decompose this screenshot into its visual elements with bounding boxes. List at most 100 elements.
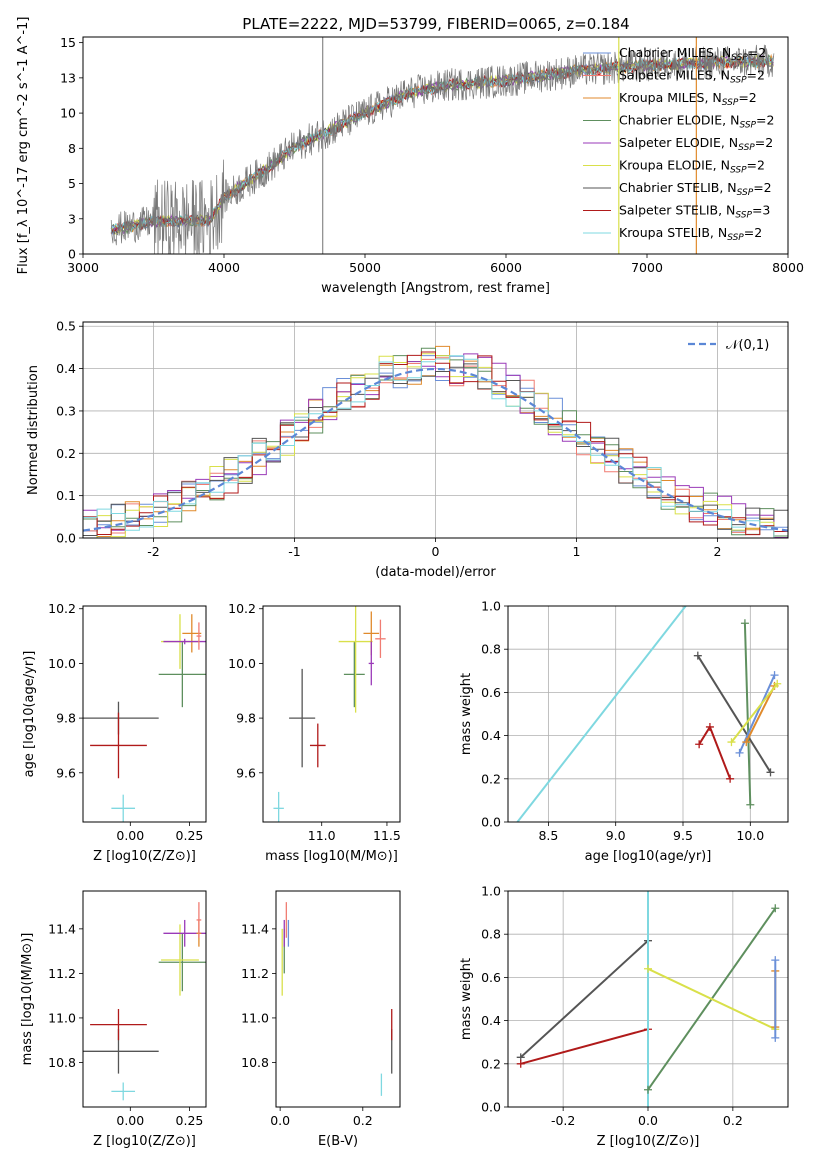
x-tick-label: 4000 xyxy=(208,260,240,275)
y-tick-label: 11.0 xyxy=(48,1010,76,1025)
x-axis-label: age [log10(age/yr)] xyxy=(585,849,712,864)
y-tick-label: 11.0 xyxy=(241,1010,269,1025)
chart-residuals: -2 -1 0 1 2 0.0 0.1 0.2 0.3 0.4 0.5 (data-model)/er… xyxy=(26,319,789,580)
y-tick-label: 0.0 xyxy=(481,1100,501,1115)
y-tick-label: 1.0 xyxy=(481,884,501,899)
series-line xyxy=(738,674,776,754)
axes-massweight_vs_age: 8.5 9.0 9.5 10.0 0.0 0.2 0.4 0.6 0.8 1.0 xyxy=(481,599,788,843)
legend-subscript: SSP xyxy=(727,233,744,243)
series-marker xyxy=(766,768,775,777)
errorbar-point xyxy=(90,1009,147,1041)
y-tick-label: 1.0 xyxy=(481,599,501,614)
legend-subscript: SSP xyxy=(739,121,756,131)
y-axis-label: mass [log10(M/M⊙)] xyxy=(20,933,35,1066)
y-tick-label: 11.2 xyxy=(48,966,76,981)
series-line xyxy=(647,967,776,1031)
axes-frame-mass_vs_Z xyxy=(82,890,207,1108)
y-tick-label: 0.8 xyxy=(481,642,501,657)
series-marker xyxy=(644,1085,652,1094)
legend-value: =2 xyxy=(748,45,766,60)
axes-frame-spectrum xyxy=(82,36,789,255)
x-tick-label: 3000 xyxy=(67,260,99,275)
legend-label: Chabrier MILES, NSSP=2 xyxy=(619,45,766,63)
errorbar-point xyxy=(163,638,206,645)
x-tick-label: 1 xyxy=(573,544,581,559)
y-tick-label: 0.2 xyxy=(481,771,501,786)
legend-value: =2 xyxy=(753,180,771,195)
y-axis-label: mass weight xyxy=(459,958,474,1040)
axes-frame-massweight_vs_Z xyxy=(507,890,789,1108)
x-tick-label: 5000 xyxy=(349,260,381,275)
x-tick-label: 0.00 xyxy=(116,828,144,843)
errorbar-point xyxy=(111,1082,136,1101)
errorbar-point xyxy=(111,794,136,822)
y-axis-label: age [log10(age/yr)] xyxy=(22,651,37,778)
x-axis-label: mass [log10(M/M⊙)] xyxy=(265,849,398,864)
chart-spectrum: 3000 4000 5000 6000 7000 8000 0 3 5 8 10 13 15 wavele… xyxy=(16,17,804,296)
legend-subscript: SSP xyxy=(731,53,748,63)
series-marker xyxy=(740,619,749,628)
errorbar-point xyxy=(196,902,202,938)
errorbar-point xyxy=(182,614,202,653)
x-tick-label: 0.25 xyxy=(176,828,204,843)
x-tick-label: -0.2 xyxy=(551,1113,575,1128)
series-marker xyxy=(770,671,779,680)
y-tick-label: 11.4 xyxy=(48,921,76,936)
legend-label: Chabrier ELODIE, NSSP=2 xyxy=(619,113,774,131)
axes-residuals: -2 -1 0 1 2 0.0 0.1 0.2 0.3 0.4 0.5 xyxy=(56,319,788,559)
legend-label: Kroupa STELIB, NSSP=2 xyxy=(619,225,762,243)
series-marker xyxy=(771,1033,780,1042)
axes-frame-age_vs_mass xyxy=(262,605,401,823)
x-tick-label: 6000 xyxy=(490,260,522,275)
series-marker xyxy=(726,774,735,783)
y-tick-label: 5 xyxy=(68,176,76,191)
series-marker xyxy=(746,800,755,809)
x-tick-label: 8.5 xyxy=(538,828,558,843)
y-tick-label: 3 xyxy=(68,211,76,226)
errorbars xyxy=(281,902,393,1096)
errorbar-point xyxy=(158,641,206,708)
legend-subscript: SSP xyxy=(722,98,739,108)
x-tick-label: 0.00 xyxy=(116,1113,144,1128)
histogram-step xyxy=(83,355,788,538)
series-lines xyxy=(516,891,780,1107)
axes-mass_vs_Z: 0.00 0.25 10.8 11.0 11.2 11.4 xyxy=(48,921,203,1128)
legend-value: =2 xyxy=(747,158,765,173)
x-tick-label: 2 xyxy=(714,544,722,559)
x-tick-label: 0.0 xyxy=(270,1113,290,1128)
y-axis-label: Flux [f_λ 10^-17 erg cm^-2 s^-1 A^-1] xyxy=(16,17,31,275)
errorbar-point xyxy=(368,641,374,686)
y-tick-label: 0.3 xyxy=(56,403,76,418)
y-tick-label: 0.4 xyxy=(56,361,76,376)
errorbar-point xyxy=(375,619,386,658)
y-tick-label: 10.8 xyxy=(48,1055,76,1070)
series-line xyxy=(730,683,778,743)
legend-subscript: SSP xyxy=(730,166,747,176)
legend-value: =2 xyxy=(756,113,774,128)
x-axis-label: Z [log10(Z/Z⊙)] xyxy=(93,849,196,864)
y-tick-label: 9.8 xyxy=(56,711,76,726)
y-tick-label: 9.8 xyxy=(236,711,256,726)
y-tick-label: 9.6 xyxy=(56,765,76,780)
spectrum-data-line xyxy=(110,44,775,254)
series-marker xyxy=(695,740,704,749)
errorbars xyxy=(273,606,386,822)
y-tick-label: 15 xyxy=(60,35,76,50)
y-tick-label: 0 xyxy=(68,247,76,262)
chart-age_vs_Z: 0.00 0.25 9.6 9.8 10.0 10.2 Z [log10(Z/Z⊙)] age… xyxy=(22,601,207,864)
legend-value: =2 xyxy=(747,68,765,83)
spectrum-lines xyxy=(110,37,775,254)
series-marker xyxy=(516,1059,525,1068)
legend-label: Salpeter ELODIE, NSSP=2 xyxy=(619,135,773,153)
x-tick-label: 9.0 xyxy=(606,828,626,843)
x-tick-label: 8000 xyxy=(772,260,804,275)
series-line xyxy=(520,939,649,1059)
histogram-step xyxy=(83,363,788,536)
x-axis-label: Z [log10(Z/Z⊙)] xyxy=(93,1134,196,1149)
y-tick-label: 0.4 xyxy=(481,728,501,743)
x-tick-label: 11.0 xyxy=(308,828,336,843)
y-tick-label: 10 xyxy=(60,106,76,121)
chart-age_vs_mass: 11.0 11.5 9.6 9.8 10.0 10.2 mass [log10(M/M⊙)] xyxy=(228,601,401,864)
y-tick-label: 13 xyxy=(60,70,76,85)
legend-subscript: SSP xyxy=(730,76,747,86)
